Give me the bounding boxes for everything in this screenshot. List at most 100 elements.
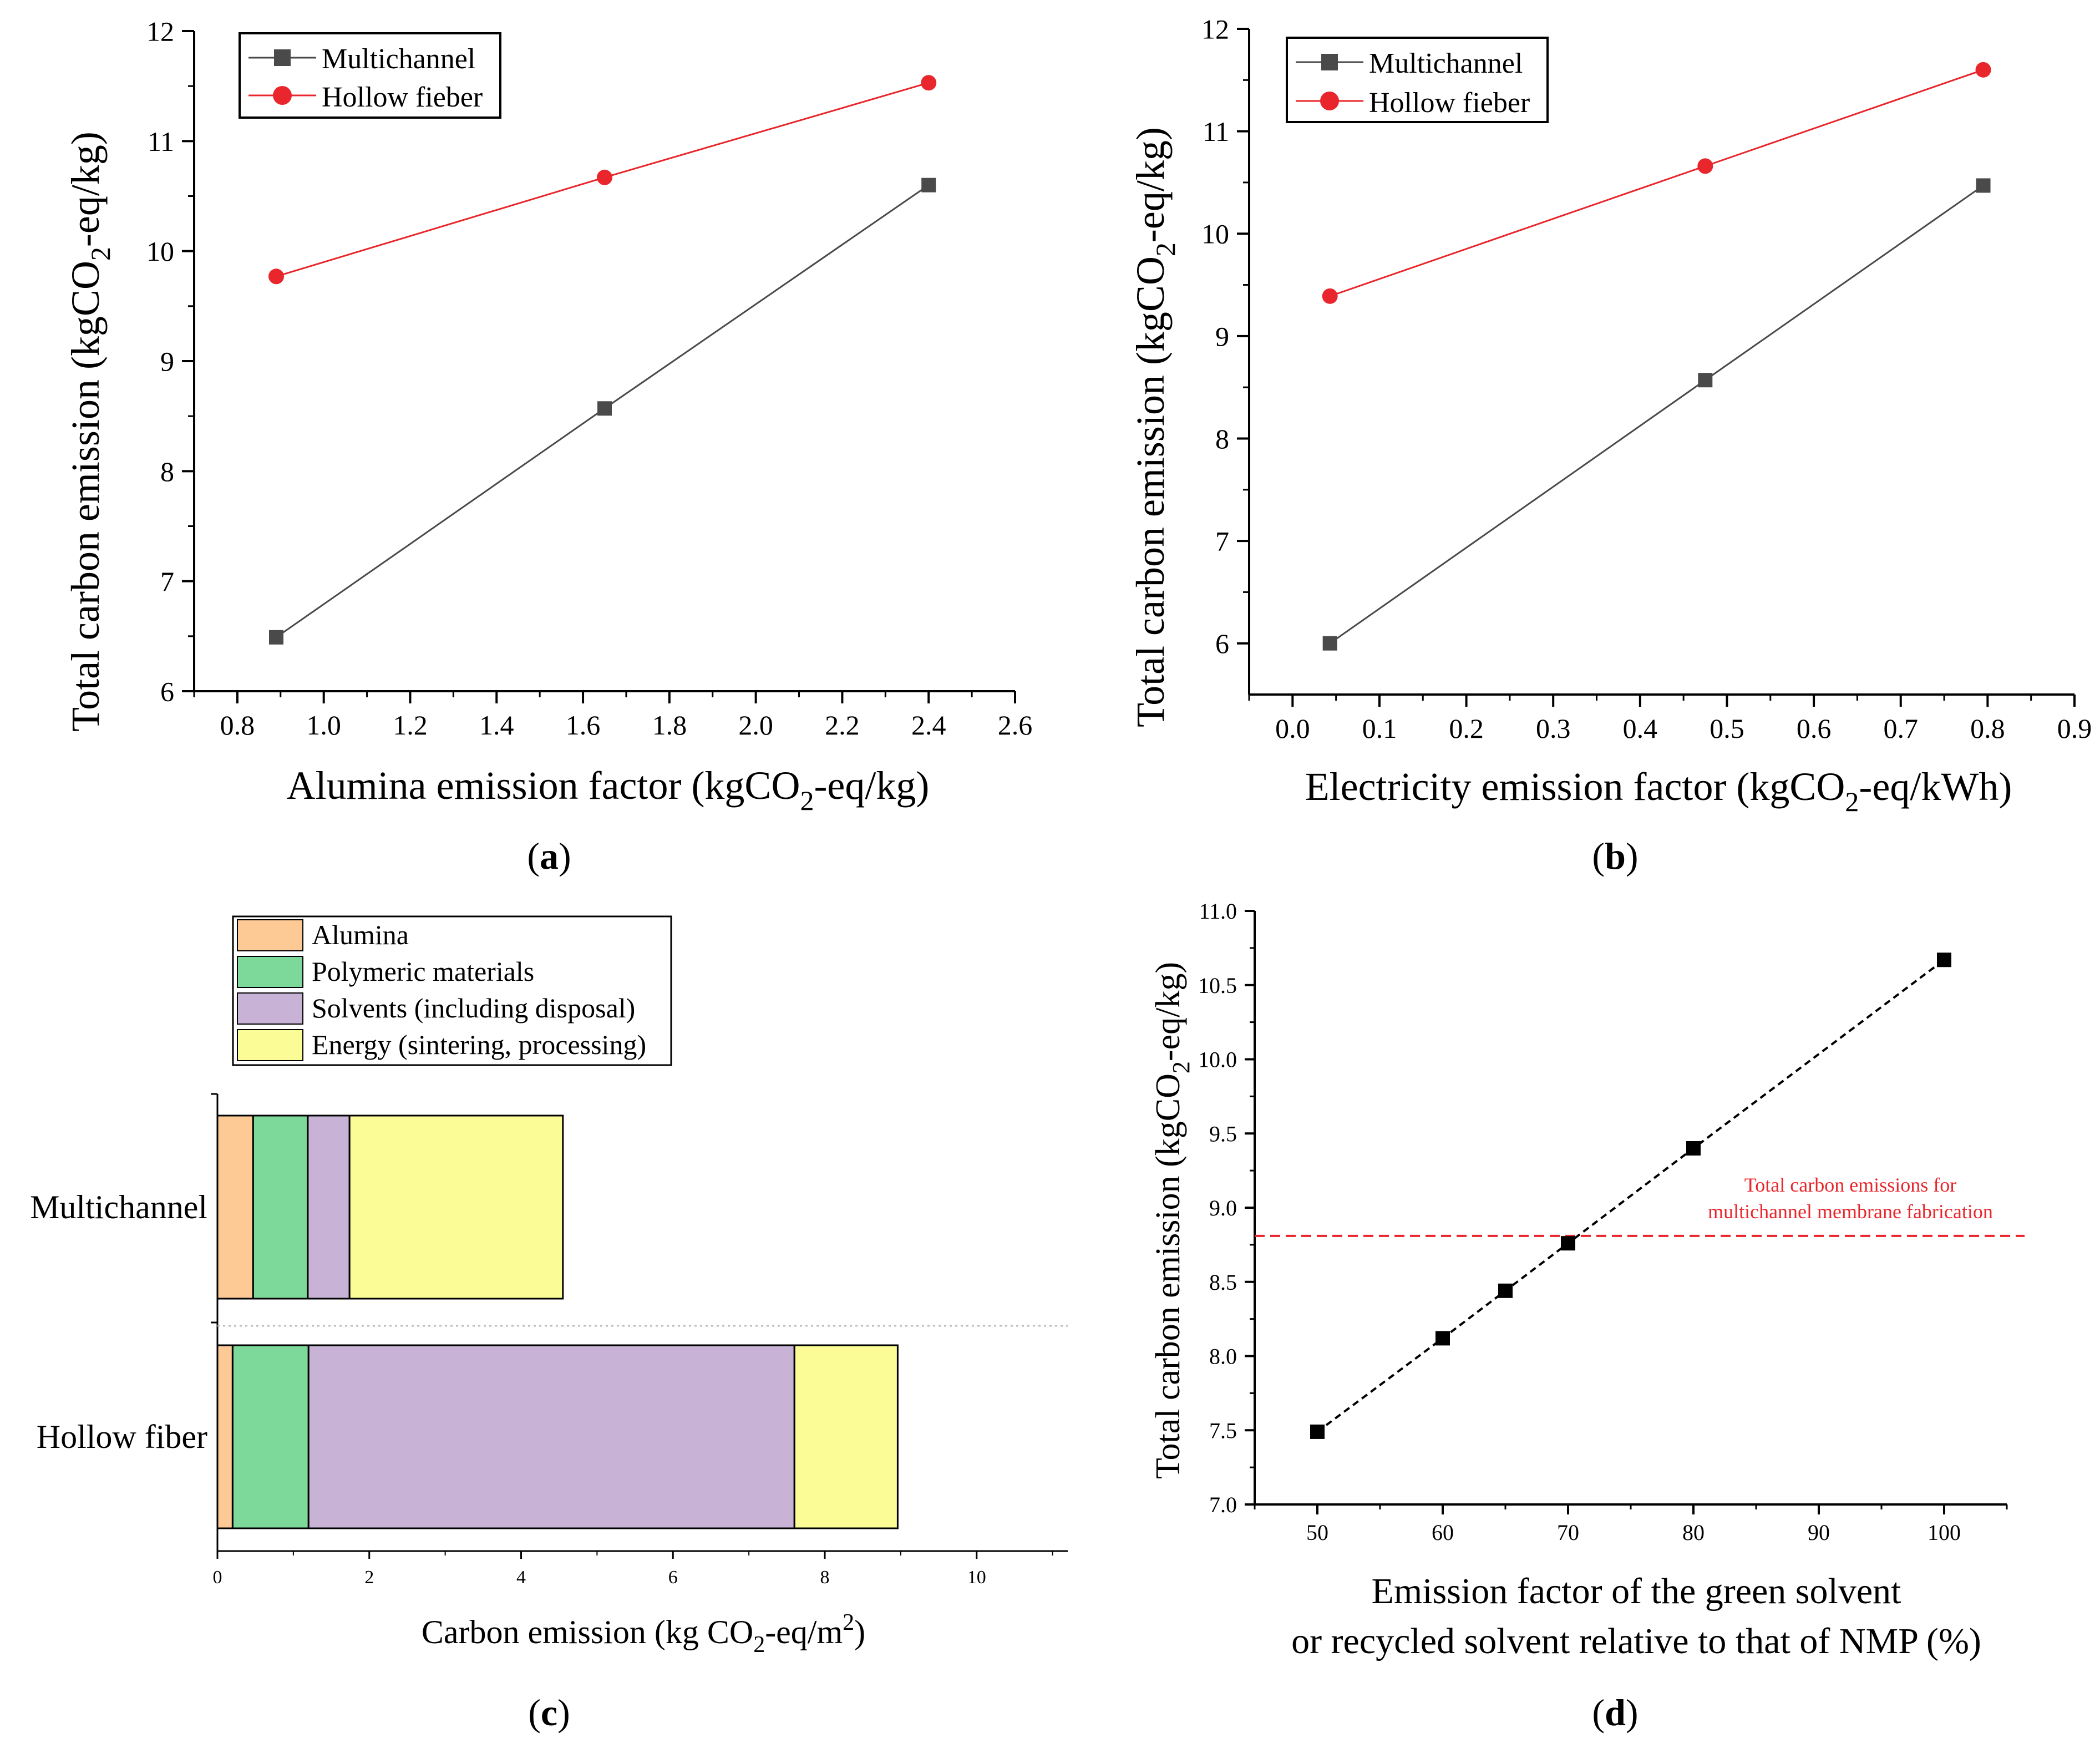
x-axis-label: Electricity emission factor (kgCO2-eq/kW…: [1305, 764, 2012, 817]
data-point-multichannel: [1976, 178, 1991, 193]
legend: Multichannel Hollow fieber: [239, 32, 501, 119]
legend-label-hollow-fiber: Hollow fieber: [322, 82, 483, 113]
x-tick-label: 100: [1927, 1520, 1961, 1545]
x-tick-label: 0.2: [1449, 713, 1484, 744]
y-tick-label: 11: [1203, 116, 1229, 147]
y-tick-label: 9.0: [1209, 1195, 1237, 1220]
y-tick-label: 12: [146, 16, 174, 47]
data-point-hollow-fiber: [921, 75, 937, 91]
y-tick-label: 7.5: [1209, 1418, 1237, 1443]
y-tick-label: 8: [160, 456, 174, 487]
legend-alumina-swatch: [237, 919, 303, 951]
x-tick-label: 2.0: [738, 710, 773, 741]
panel-d: Total carbon emission (kgCO2-eq/kg) Emis…: [1149, 899, 2025, 1734]
panel-b: Total carbon emission (kgCO2-eq/kg) Elec…: [1128, 14, 2092, 878]
x-tick-label: 0.9: [2057, 713, 2092, 744]
panel-label: (c): [528, 1691, 570, 1734]
x-tick-label: 60: [1432, 1520, 1454, 1545]
bar-segment-energy: [793, 1344, 899, 1529]
data-point-hollow-fiber: [268, 268, 284, 285]
x-tick-label: 4: [516, 1567, 526, 1588]
data-point: [1561, 1236, 1575, 1251]
x-tick-label: 50: [1306, 1520, 1328, 1545]
legend: Alumina Polymeric materials Solvents (in…: [232, 915, 672, 1066]
x-tick-label: 90: [1808, 1520, 1830, 1545]
x-axis-label-line2: or recycled solvent relative to that of …: [1291, 1621, 1981, 1661]
legend-hollow-fiber-marker: [273, 86, 292, 105]
x-tick-label: 2.2: [825, 710, 860, 741]
x-tick-label: 10: [967, 1567, 986, 1588]
y-tick-label: 7.0: [1209, 1492, 1237, 1517]
x-tick-label: 2: [364, 1567, 374, 1588]
y-tick-label: 6: [1215, 628, 1229, 659]
x-tick-label: 0.8: [1970, 713, 2005, 744]
x-tick-label: 0.6: [1797, 713, 1832, 744]
y-tick-label: 10: [1201, 219, 1229, 250]
x-tick-label: 0.3: [1536, 713, 1571, 744]
x-tick-label: 0.0: [1275, 713, 1310, 744]
category-label: Hollow fiber: [37, 1418, 207, 1455]
y-tick-label: 8.5: [1209, 1270, 1237, 1295]
legend-energy-swatch: [237, 1029, 303, 1061]
svg-text:Total carbon emission (kgCO2-e: Total carbon emission (kgCO2-eq/kg): [63, 131, 116, 732]
y-tick-label: 7: [160, 566, 174, 597]
reference-label-line2: multichannel membrane fabrication: [1708, 1200, 1993, 1223]
x-tick-label: 80: [1682, 1520, 1705, 1545]
data-point-multichannel: [921, 178, 936, 192]
y-tick-label: 10.5: [1198, 973, 1237, 998]
x-tick-label: 0.8: [220, 710, 255, 741]
x-tick-label: 2.6: [998, 710, 1033, 741]
x-tick-label: 0.1: [1362, 713, 1397, 744]
bar-segment-alumina: [216, 1344, 234, 1529]
y-tick-label: 12: [1201, 14, 1229, 45]
legend-polymeric-swatch: [237, 956, 303, 988]
bar-segment-polymeric: [252, 1114, 309, 1300]
bar-segment-solvents: [307, 1344, 795, 1529]
x-tick-label: 6: [668, 1567, 678, 1588]
x-tick-label: 1.2: [393, 710, 428, 741]
y-tick-label: 8.0: [1209, 1344, 1237, 1369]
legend-solvents-swatch: [237, 992, 303, 1025]
data-point: [1686, 1141, 1701, 1156]
y-tick-label: 11: [148, 126, 174, 157]
svg-text:Total carbon emission (kgCO2-e: Total carbon emission (kgCO2-eq/kg): [1128, 127, 1181, 727]
legend-label-hollow-fiber: Hollow fieber: [1369, 87, 1530, 119]
y-tick-label: 8: [1215, 423, 1229, 454]
y-tick-label: 9: [160, 346, 174, 377]
y-axis-label: Total carbon emission (kgCO2-eq/kg): [1149, 962, 1195, 1479]
legend-label-multichannel: Multichannel: [322, 43, 475, 75]
panel-a: Total carbon emission (kgCO2-eq/kg) Alum…: [63, 16, 1032, 878]
x-axis-label-line1: Emission factor of the green solvent: [1372, 1571, 1901, 1612]
x-tick-label: 1.0: [306, 710, 341, 741]
y-tick-label: 6: [160, 676, 174, 707]
data-point-hollow-fiber: [1697, 158, 1713, 174]
y-tick-label: 10: [146, 236, 174, 267]
data-point-hollow-fiber: [597, 169, 612, 185]
y-tick-label: 11.0: [1199, 899, 1237, 924]
data-point-hollow-fiber: [1322, 288, 1338, 304]
data-point: [1498, 1283, 1513, 1298]
data-point-multichannel: [1698, 373, 1713, 388]
reference-label-line1: Total carbon emissions for: [1744, 1174, 1956, 1196]
y-tick-label: 9.5: [1209, 1121, 1237, 1146]
y-axis-label: Total carbon emission (kgCO2-eq/kg): [1128, 127, 1181, 727]
x-tick-label: 2.4: [911, 710, 946, 741]
bar-segment-energy: [348, 1114, 564, 1300]
panel-label: (a): [527, 835, 571, 877]
data-point: [1310, 1424, 1325, 1439]
data-point-hollow-fiber: [1975, 62, 1991, 78]
legend-multichannel-marker: [1321, 54, 1338, 70]
legend-label-energy: Energy (sintering, processing): [312, 1029, 646, 1060]
legend-hollow-fiber-marker: [1320, 92, 1339, 110]
bar-segment-solvents: [307, 1114, 351, 1300]
legend-label-alumina: Alumina: [312, 919, 409, 950]
panel-label: (d): [1592, 1691, 1638, 1734]
y-tick-label: 7: [1215, 526, 1229, 557]
data-point-multichannel: [269, 630, 283, 645]
x-tick-label: 0.5: [1710, 713, 1744, 744]
y-tick-label: 10.0: [1198, 1047, 1237, 1072]
bar-segment-polymeric: [231, 1344, 310, 1529]
bar-segment-alumina: [216, 1114, 254, 1300]
x-tick-label: 1.4: [479, 710, 514, 741]
